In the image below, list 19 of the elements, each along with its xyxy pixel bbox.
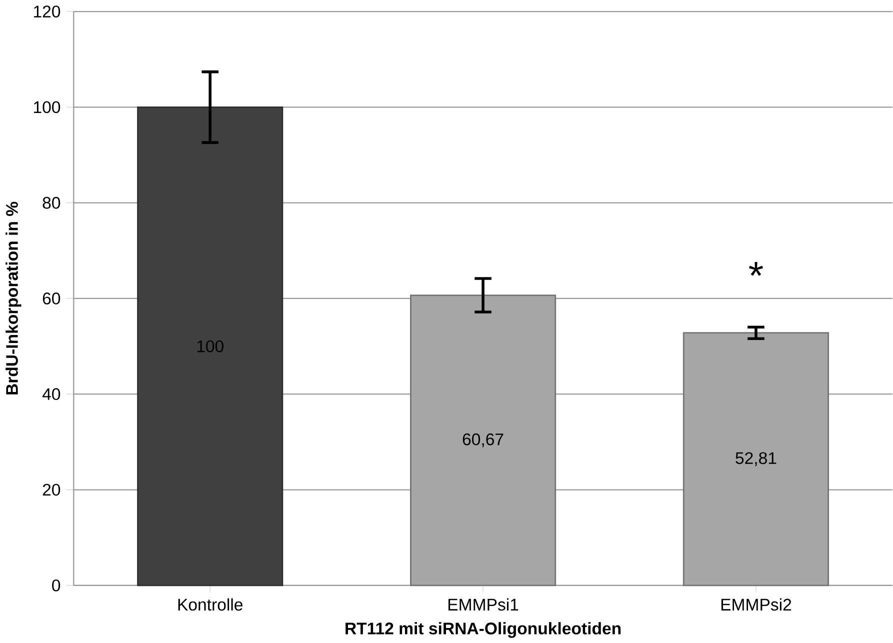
- y-axis-title: BrdU-Inkorporation in %: [6, 202, 22, 394]
- data-label: 60,67: [462, 433, 504, 448]
- data-label: 100: [197, 340, 224, 352]
- y-tick-label: 100: [34, 101, 60, 113]
- y-tick-label: 80: [42, 196, 60, 209]
- y-tick-label: 20: [42, 484, 60, 496]
- x-tick-label: EMMPsi2: [721, 598, 792, 610]
- y-tick-label: 60: [42, 292, 60, 304]
- y-tick-label: 120: [34, 5, 60, 18]
- x-tick-label: Kontrolle: [178, 598, 242, 610]
- x-tick-label: EMMPsi1: [448, 598, 518, 610]
- bar: [682, 332, 830, 586]
- data-label: 52,81: [736, 452, 776, 466]
- x-axis-title: RT112 mit siRNA-Oligonukleotiden: [346, 622, 621, 638]
- bar: [137, 106, 284, 586]
- annotation: *: [748, 262, 763, 276]
- y-tick-label: 40: [42, 388, 60, 400]
- bar: [410, 294, 556, 586]
- y-tick-label: 0: [52, 579, 60, 592]
